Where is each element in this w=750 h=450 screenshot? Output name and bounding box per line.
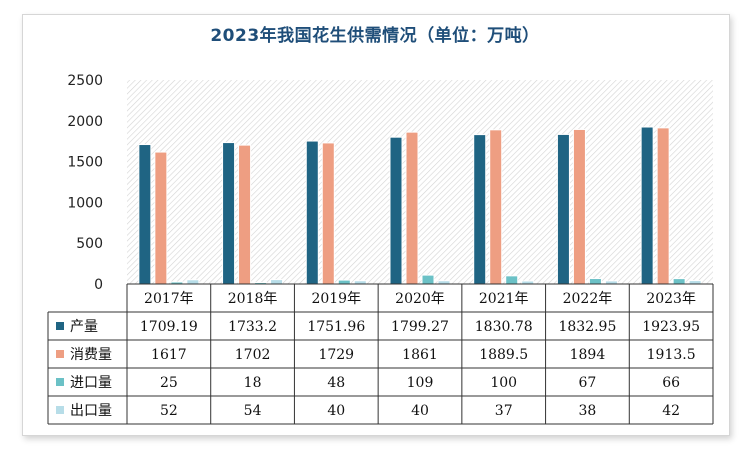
bar-1-5: [473, 134, 487, 285]
data-label: 109: [407, 375, 434, 391]
data-label: 1830.78: [475, 319, 533, 335]
data-label: 1889.5: [479, 347, 528, 363]
data-label: 1799.27: [391, 319, 449, 335]
legend-swatch: [56, 406, 64, 414]
chart-title: 2023年我国花生供需情况（单位：万吨）: [210, 26, 540, 46]
bar-2-1: [154, 151, 168, 285]
data-label: 37: [495, 403, 513, 419]
bar-1-2: [222, 142, 236, 285]
legend-label: 出口量: [70, 403, 112, 419]
data-label: 52: [160, 403, 178, 419]
bar-1-6: [556, 133, 570, 285]
bar-4-7: [688, 280, 702, 285]
data-label: 1894: [570, 347, 606, 363]
data-label: 1702: [235, 347, 271, 363]
y-axis: 0 500 1000 1500 2000 2500: [67, 73, 103, 293]
bar-2-7: [656, 127, 670, 285]
y-tick-label: 500: [76, 236, 103, 252]
bar-2-5: [489, 129, 503, 285]
data-label: 25: [160, 375, 178, 391]
y-tick-label: 2000: [67, 114, 103, 130]
bar-2-4: [405, 131, 419, 285]
bar-4-1: [186, 279, 200, 285]
x-tick-label: 2023年: [646, 291, 696, 307]
bar-3-6: [588, 278, 602, 285]
bar-1-3: [305, 140, 319, 285]
data-label: 1861: [402, 347, 438, 363]
x-tick-label: 2021年: [479, 291, 529, 307]
legend-swatch: [56, 350, 64, 358]
bar-2-3: [321, 142, 335, 285]
legend-label: 消费量: [70, 347, 112, 363]
x-tick-label: 2020年: [395, 291, 445, 307]
data-label: 48: [327, 375, 345, 391]
data-label: 38: [579, 403, 597, 419]
x-tick-label: 2018年: [228, 291, 278, 307]
bar-1-7: [640, 126, 654, 285]
data-label: 40: [411, 403, 429, 419]
y-tick-label: 0: [94, 277, 103, 293]
data-label: 66: [662, 375, 680, 391]
y-tick-label: 1000: [67, 195, 103, 211]
bar-4-2: [270, 279, 284, 285]
bar-3-5: [505, 275, 519, 285]
legend-label: 产量: [70, 319, 98, 335]
x-tick-label: 2019年: [311, 291, 361, 307]
data-label: 1751.96: [307, 319, 365, 335]
y-tick-label: 2500: [67, 73, 103, 89]
bar-3-3: [337, 279, 351, 285]
data-label: 67: [579, 375, 597, 391]
data-label: 18: [244, 375, 262, 391]
bar-3-7: [672, 278, 686, 285]
data-label: 1733.2: [228, 319, 277, 335]
data-label: 1617: [151, 347, 187, 363]
legend-swatch: [56, 378, 64, 386]
data-label: 42: [662, 403, 680, 419]
plot-area: [127, 80, 713, 284]
bar-1-1: [138, 144, 152, 285]
bar-3-4: [421, 274, 435, 285]
data-label: 1832.95: [558, 319, 616, 335]
data-label: 1923.95: [642, 319, 700, 335]
data-label: 1729: [318, 347, 354, 363]
data-label: 1913.5: [647, 347, 696, 363]
bar-2-6: [572, 128, 586, 285]
data-label: 54: [244, 403, 262, 419]
x-tick-label: 2017年: [144, 291, 194, 307]
x-tick-label: 2022年: [563, 291, 613, 307]
bar-2-2: [238, 144, 252, 285]
data-label: 40: [327, 403, 345, 419]
bar-1-4: [389, 136, 403, 285]
y-tick-label: 1500: [67, 155, 103, 171]
data-label: 100: [490, 375, 517, 391]
legend-label: 进口量: [70, 375, 112, 391]
data-label: 1709.19: [140, 319, 198, 335]
legend-swatch: [56, 322, 64, 330]
